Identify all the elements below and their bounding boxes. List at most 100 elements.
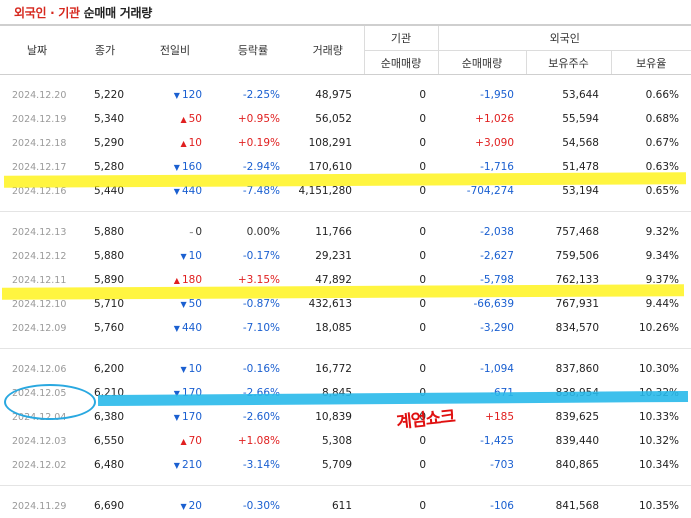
down-triangle-icon: ▼ (180, 365, 186, 374)
cell-inst-net: 0 (364, 494, 438, 518)
cell-change-value: 160 (182, 161, 202, 173)
cell-volume: 5,709 (292, 453, 364, 477)
cell-volume: 18,085 (292, 316, 364, 340)
down-triangle-icon: ▼ (174, 413, 180, 422)
group-spacer (0, 349, 691, 358)
cell-change-value: 10 (189, 363, 202, 375)
cell-holdings: 55,594 (526, 107, 611, 131)
cell-pct: -7.10% (214, 316, 292, 340)
cell-ratio: 10.30% (611, 357, 691, 381)
page-title: 외국인 · 기관 순매매 거래량 (14, 4, 152, 21)
cell-volume: 56,052 (292, 107, 364, 131)
cell-pct: +0.95% (214, 107, 292, 131)
cell-inst-net: 0 (364, 316, 438, 340)
cell-close: 5,340 (74, 107, 136, 131)
trading-table: 날짜 종가 전일비 등락률 거래량 기관 외국인 순매매량 순매매량 보유주수 … (0, 24, 691, 518)
cell-change-value: 210 (182, 459, 202, 471)
cell-foreign-net: -3,290 (438, 316, 526, 340)
cell-date: 2024.12.12 (0, 244, 74, 268)
cell-ratio: 10.34% (611, 453, 691, 477)
cell-holdings: 53,644 (526, 83, 611, 107)
cell-foreign-net: -106 (438, 494, 526, 518)
cell-change: ▼210 (136, 453, 214, 477)
cell-change-value: 20 (189, 500, 202, 512)
cell-pct: 0.00% (214, 220, 292, 244)
cell-close: 5,880 (74, 244, 136, 268)
cell-date: 2024.12.09 (0, 316, 74, 340)
cell-date: 2024.12.03 (0, 429, 74, 453)
header-ratio: 보유율 (611, 51, 691, 75)
cell-foreign-net: +3,090 (438, 131, 526, 155)
cell-date: 2024.12.06 (0, 357, 74, 381)
cell-change-value: 50 (189, 298, 202, 310)
cell-date: 2024.11.29 (0, 494, 74, 518)
cell-close: 6,550 (74, 429, 136, 453)
cell-change-value: 0 (195, 226, 202, 238)
group-separator (0, 477, 691, 486)
dash-icon: – (189, 228, 193, 237)
cell-inst-net: 0 (364, 357, 438, 381)
header-foreign: 외국인 (438, 25, 691, 51)
cell-change: ▲70 (136, 429, 214, 453)
cell-inst-net: 0 (364, 83, 438, 107)
cell-ratio: 10.33% (611, 405, 691, 429)
header-date: 날짜 (0, 25, 74, 75)
up-triangle-icon: ▲ (180, 437, 186, 446)
cell-change-value: 50 (189, 113, 202, 125)
down-triangle-icon: ▼ (180, 300, 186, 309)
cell-inst-net: 0 (364, 220, 438, 244)
cell-pct: -0.16% (214, 357, 292, 381)
cell-foreign-net: -703 (438, 453, 526, 477)
cell-change-value: 120 (182, 89, 202, 101)
header-change: 전일비 (136, 25, 214, 75)
cell-pct: +1.08% (214, 429, 292, 453)
group-spacer (0, 212, 691, 221)
cell-foreign-net: -1,425 (438, 429, 526, 453)
header-inst-net: 순매매량 (364, 51, 438, 75)
cell-holdings: 759,506 (526, 244, 611, 268)
cell-date: 2024.12.13 (0, 220, 74, 244)
cell-holdings: 839,440 (526, 429, 611, 453)
cell-holdings: 841,568 (526, 494, 611, 518)
cell-date: 2024.12.02 (0, 453, 74, 477)
cell-close: 5,760 (74, 316, 136, 340)
group-separator (0, 340, 691, 349)
cell-volume: 48,975 (292, 83, 364, 107)
cell-inst-net: 0 (364, 107, 438, 131)
cell-volume: 5,308 (292, 429, 364, 453)
down-triangle-icon: ▼ (180, 252, 186, 261)
cell-volume: 10,839 (292, 405, 364, 429)
header-close: 종가 (74, 25, 136, 75)
cell-pct: +0.19% (214, 131, 292, 155)
cell-pct: -2.25% (214, 83, 292, 107)
cell-holdings: 839,625 (526, 405, 611, 429)
cell-inst-net: 0 (364, 453, 438, 477)
cell-ratio: 10.26% (611, 316, 691, 340)
cell-close: 6,690 (74, 494, 136, 518)
cell-holdings: 837,860 (526, 357, 611, 381)
cell-foreign-net: +1,026 (438, 107, 526, 131)
title-secondary: 순매매 거래량 (84, 6, 152, 20)
header-pct: 등락률 (214, 25, 292, 75)
down-triangle-icon: ▼ (180, 502, 186, 511)
cell-volume: 11,766 (292, 220, 364, 244)
cell-ratio: 10.35% (611, 494, 691, 518)
cell-close: 5,290 (74, 131, 136, 155)
cell-change: ▼120 (136, 83, 214, 107)
cell-volume: 108,291 (292, 131, 364, 155)
cell-pct: -0.17% (214, 244, 292, 268)
cell-change: ▲50 (136, 107, 214, 131)
up-triangle-icon: ▲ (180, 139, 186, 148)
cell-holdings: 834,570 (526, 316, 611, 340)
cell-close: 5,220 (74, 83, 136, 107)
